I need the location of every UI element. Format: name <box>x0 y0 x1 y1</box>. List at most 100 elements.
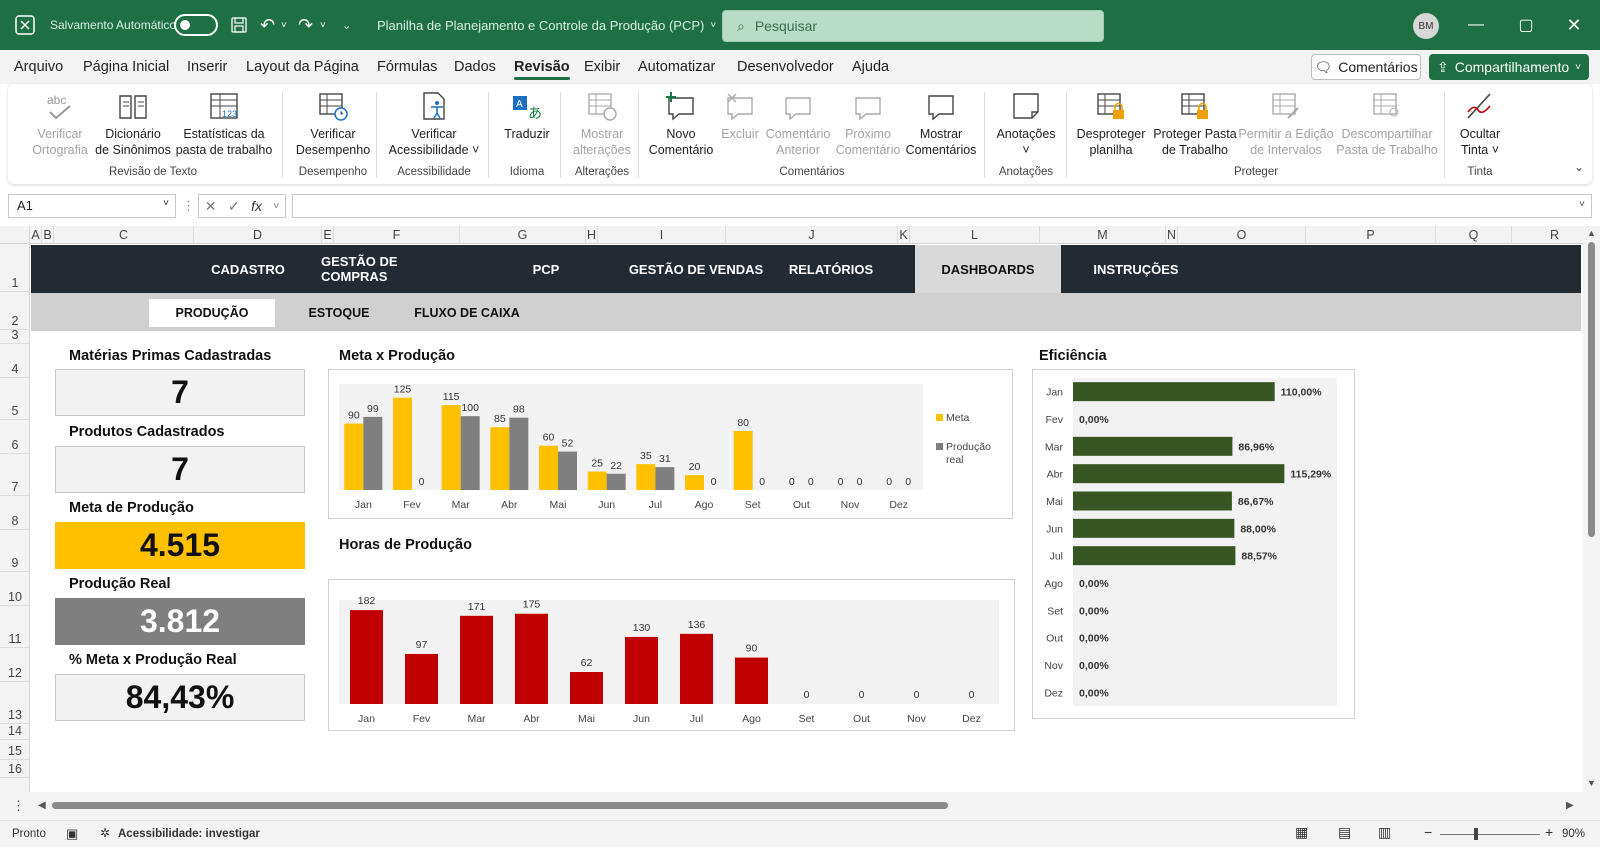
row-header-14[interactable]: 14 <box>0 724 30 740</box>
row-header-3[interactable]: 3 <box>0 328 30 344</box>
show-changes-button[interactable]: Mostrar alterações <box>564 90 640 158</box>
undo-icon[interactable]: ↶ <box>260 14 276 35</box>
maximize-icon[interactable]: ▢ <box>1518 17 1534 34</box>
allow-edit-ranges-button[interactable]: Permitir a Edição de Intervalos <box>1234 90 1338 158</box>
unprotect-sheet-button[interactable]: Desproteger planilha <box>1070 90 1152 158</box>
show-comments-button[interactable]: Mostrar Comentários <box>900 90 982 158</box>
row-header-13[interactable]: 13 <box>0 682 30 724</box>
vertical-scrollbar[interactable]: ▲ ▼ <box>1583 226 1600 792</box>
column-header-O[interactable]: O <box>1178 226 1306 244</box>
tab-revisao[interactable]: Revisão <box>514 59 570 80</box>
confirm-icon[interactable]: ✓ <box>227 197 240 214</box>
tab-formulas[interactable]: Fórmulas <box>377 59 438 75</box>
tab-pagina-inicial[interactable]: Página Inicial <box>83 59 170 75</box>
zoom-in-icon[interactable]: + <box>1545 824 1554 840</box>
minimize-icon[interactable]: — <box>1468 16 1484 33</box>
nav-cadastro[interactable]: CADASTRO <box>211 261 285 277</box>
tab-inserir[interactable]: Inserir <box>187 59 228 75</box>
column-header-I[interactable]: I <box>598 226 726 244</box>
chart-horas-producao[interactable]: 182 Jan 97 Fev 171 Mar 175 Abr 62 Mai 130 Jun 136 Jul… <box>328 579 1015 731</box>
nav-instrucoes[interactable]: INSTRUÇÕES <box>1093 261 1179 277</box>
zoom-out-icon[interactable]: − <box>1424 824 1433 840</box>
column-header-A[interactable]: A <box>30 226 42 244</box>
protect-workbook-button[interactable]: Proteger Pasta de Trabalho <box>1152 90 1238 158</box>
column-header-N[interactable]: N <box>1166 226 1178 244</box>
row-header-2[interactable]: 2 <box>0 292 30 330</box>
tab-exibir[interactable]: Exibir <box>584 59 621 75</box>
row-header-7[interactable]: 7 <box>0 454 30 496</box>
expand-formula-icon[interactable]: ˅ <box>1579 199 1585 210</box>
page-layout-icon[interactable]: ▤ <box>1338 824 1352 840</box>
avatar[interactable]: BM <box>1413 13 1439 39</box>
select-all-corner[interactable] <box>0 226 30 244</box>
notes-button[interactable]: Anotações ˅ <box>988 90 1064 158</box>
nav-pcp[interactable]: PCP <box>532 261 560 277</box>
column-header-C[interactable]: C <box>54 226 194 244</box>
spelling-button[interactable]: abc Verificar Ortografia <box>20 90 100 158</box>
row-header-6[interactable]: 6 <box>0 420 30 454</box>
performance-button[interactable]: Verificar Desempenho <box>288 90 378 158</box>
accessibility-status[interactable]: Acessibilidade: investigar <box>118 828 260 840</box>
nav-gestao-compras[interactable]: GESTÃO DE COMPRAS <box>321 254 398 284</box>
close-icon[interactable]: ✕ <box>1566 14 1582 35</box>
tab-desenvolvedor[interactable]: Desenvolvedor <box>737 59 834 75</box>
thesaurus-button[interactable]: Dicionário de Sinônimos <box>88 90 178 158</box>
row-header-8[interactable]: 8 <box>0 496 30 530</box>
unshare-workbook-button[interactable]: Descompartilhar Pasta de Trabalho <box>1332 90 1442 158</box>
redo-icon[interactable]: ↷ <box>298 14 314 35</box>
previous-comment-button[interactable]: Comentário Anterior <box>758 90 838 158</box>
row-header-12[interactable]: 12 <box>0 648 30 682</box>
row-header-9[interactable]: 9 <box>0 530 30 572</box>
tab-layout[interactable]: Layout da Página <box>246 59 359 75</box>
redo-dropdown-icon[interactable]: ˅ <box>320 19 326 31</box>
row-header-4[interactable]: 4 <box>0 344 30 378</box>
tab-arquivo[interactable]: Arquivo <box>14 59 64 75</box>
workbook-stats-button[interactable]: 123 Estatísticas da pasta de trabalho <box>172 90 276 158</box>
column-header-Q[interactable]: Q <box>1436 226 1512 244</box>
column-header-L[interactable]: L <box>910 226 1040 244</box>
row-header-16[interactable]: 16 <box>0 760 30 778</box>
tab-dados[interactable]: Dados <box>454 59 496 75</box>
insert-function-button[interactable]: fx <box>251 198 262 214</box>
customize-toolbar-icon[interactable]: ⌄ <box>342 19 352 32</box>
column-header-P[interactable]: P <box>1306 226 1436 244</box>
column-header-F[interactable]: F <box>334 226 460 244</box>
row-header-10[interactable]: 10 <box>0 572 30 606</box>
zoom-slider[interactable] <box>1440 834 1540 835</box>
tab-ajuda[interactable]: Ajuda <box>852 59 890 75</box>
save-icon[interactable] <box>230 0 248 50</box>
sheet-options-icon[interactable]: ⋮ <box>12 798 25 813</box>
autosave-toggle[interactable] <box>174 0 218 50</box>
horizontal-scroll-thumb[interactable] <box>52 802 948 809</box>
new-comment-button[interactable]: Novo Comentário <box>642 90 720 158</box>
row-header-15[interactable]: 15 <box>0 740 30 760</box>
column-header-G[interactable]: G <box>460 226 586 244</box>
normal-view-icon[interactable]: ▦ <box>1295 824 1309 840</box>
macro-record-icon[interactable]: ▣ <box>66 826 79 841</box>
column-header-B[interactable]: B <box>42 226 54 244</box>
vertical-scroll-thumb[interactable] <box>1588 242 1595 537</box>
nav-dashboards[interactable]: DASHBOARDS <box>915 245 1061 293</box>
column-header-K[interactable]: K <box>898 226 910 244</box>
undo-dropdown-icon[interactable]: ˅ <box>281 19 287 31</box>
collapse-ribbon-icon[interactable]: ⌄ <box>1574 160 1585 174</box>
formula-input[interactable]: ˅ <box>292 194 1592 218</box>
scroll-right-icon[interactable]: ▶ <box>1566 800 1574 811</box>
cancel-icon[interactable]: ✕ <box>204 197 217 214</box>
chart-eficiencia[interactable]: Jan 110,00% Fev 0,00% Mar 86,96% Abr 115,29% Mai… <box>1032 369 1355 719</box>
subnav-fluxo-caixa[interactable]: FLUXO DE CAIXA <box>414 306 520 320</box>
row-header-5[interactable]: 5 <box>0 378 30 420</box>
zoom-level[interactable]: 90% <box>1562 828 1586 840</box>
scroll-down-icon[interactable]: ▼ <box>1587 778 1596 788</box>
document-title[interactable]: Planilha de Planejamento e Controle da P… <box>377 0 716 50</box>
page-break-icon[interactable]: ▥ <box>1378 824 1392 840</box>
zoom-slider-handle[interactable] <box>1474 828 1478 840</box>
column-header-J[interactable]: J <box>726 226 898 244</box>
accessibility-button[interactable]: Verificar Acessibilidade ˅ <box>382 90 486 158</box>
tab-automatizar[interactable]: Automatizar <box>638 59 716 75</box>
share-button[interactable]: ⇪ Compartilhamento ˅ <box>1429 54 1589 80</box>
row-header-11[interactable]: 11 <box>0 606 30 648</box>
search-input[interactable]: ⌕ Pesquisar <box>722 10 1104 42</box>
subnav-producao[interactable]: PRODUÇÃO <box>149 299 275 327</box>
